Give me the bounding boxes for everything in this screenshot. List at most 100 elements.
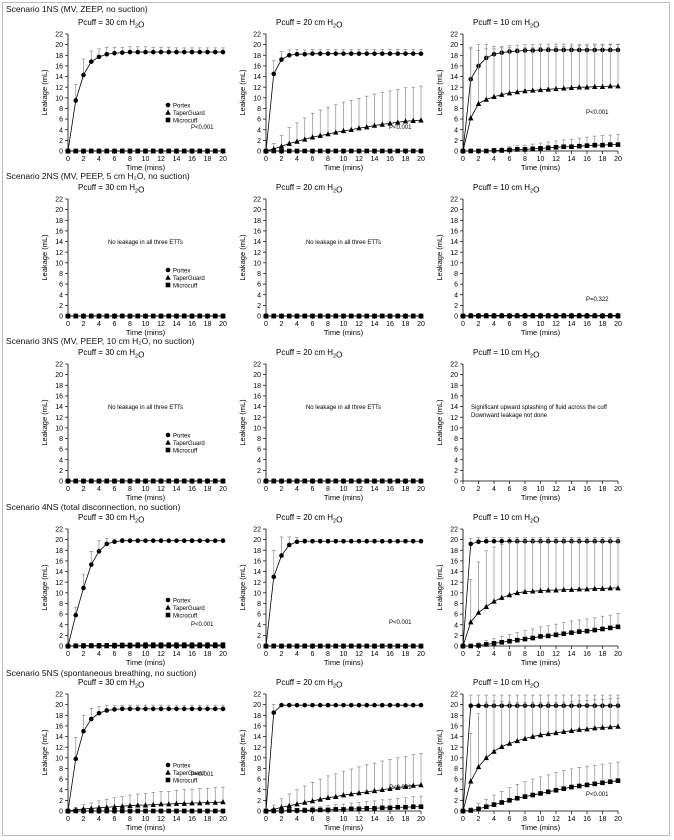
series-microcuff	[65, 313, 226, 319]
title-part: O	[336, 186, 342, 195]
x-tick-label: 16	[188, 486, 196, 493]
data-point	[402, 118, 409, 124]
data-point	[387, 643, 393, 649]
y-tick-label: 18	[450, 548, 458, 555]
panel-r5-c2: 0 2 4 6 8 10 12 14 16 18 20 22 0 2 4 6 8 10 12 14 16 18 20 Time…	[238, 678, 425, 832]
data-point	[174, 313, 179, 319]
x-tick-label: 18	[402, 816, 410, 823]
x-tick-label: 4	[295, 156, 299, 163]
y-tick-label: 0	[59, 644, 63, 651]
title-part: Pcuff = 30 cm H	[78, 678, 135, 687]
data-point	[150, 642, 156, 648]
y-tick-label: 0	[59, 479, 63, 486]
data-point	[286, 148, 292, 154]
y-axis-label: Leakage (mL)	[435, 564, 444, 611]
data-point	[569, 784, 574, 790]
data-point	[181, 49, 187, 55]
x-axis-label: Time (mins)	[126, 658, 166, 667]
data-point	[348, 643, 354, 649]
y-tick-label: 18	[55, 53, 63, 60]
data-point	[212, 799, 218, 805]
data-point	[197, 706, 203, 712]
data-point	[310, 702, 315, 708]
data-point	[135, 808, 141, 814]
y-tick-label: 2	[59, 633, 63, 640]
x-tick-label: 10	[537, 321, 545, 328]
x-tick-label: 2	[82, 816, 86, 823]
data-point	[212, 706, 218, 712]
data-point	[310, 313, 315, 319]
data-point	[150, 478, 156, 484]
y-tick-label: 6	[59, 447, 63, 454]
x-tick-label: 6	[508, 651, 512, 658]
data-point	[584, 586, 590, 592]
data-point	[538, 146, 543, 151]
data-point	[530, 313, 536, 319]
data-point	[302, 799, 308, 805]
data-point	[561, 631, 567, 637]
y-tick-label: 12	[55, 580, 63, 587]
data-point	[364, 51, 370, 56]
y-tick-label: 22	[253, 197, 261, 204]
x-tick-label: 14	[568, 486, 576, 493]
y-tick-label: 6	[59, 777, 63, 784]
panel-r4-c3: 0 2 4 6 8 10 12 14 16 18 20 22 0 2 4 6 8 10 12 14 16 18 20 Time…	[435, 513, 622, 667]
data-point	[286, 542, 292, 548]
y-tick-label: 2	[257, 468, 261, 475]
data-point	[220, 478, 226, 484]
y-tick-label: 14	[253, 734, 261, 741]
x-tick-label: 8	[523, 321, 527, 328]
data-point	[119, 538, 125, 543]
title-part: Pcuff = 30 cm H	[78, 348, 135, 357]
data-point	[317, 796, 323, 802]
data-point	[607, 724, 613, 730]
x-tick-label: 2	[82, 156, 86, 163]
x-tick-label: 8	[326, 156, 330, 163]
panel-title: Pcuff = 30 cm H2O	[78, 678, 144, 690]
x-tick-label: 12	[157, 816, 165, 823]
data-point	[537, 587, 544, 593]
data-point	[181, 642, 187, 648]
data-point	[143, 538, 148, 543]
x-tick-label: 4	[295, 651, 299, 658]
y-tick-label: 22	[253, 32, 261, 39]
y-axis-label: Leakage (mL)	[238, 729, 247, 776]
data-point	[158, 801, 164, 807]
x-tick-label: 2	[477, 816, 481, 823]
x-axis-label: Time (mins)	[324, 163, 364, 172]
series-microcuff	[460, 313, 621, 319]
data-point	[379, 805, 385, 811]
data-point	[561, 313, 567, 319]
y-tick-label: 4	[257, 292, 261, 299]
data-point	[302, 538, 308, 544]
data-point	[127, 706, 133, 712]
legend-label: TaperGuard	[173, 441, 205, 447]
y-tick-label: 14	[253, 404, 261, 411]
data-point	[483, 538, 489, 544]
data-point	[538, 634, 543, 639]
data-point	[522, 794, 528, 799]
data-point	[491, 641, 497, 646]
data-point	[569, 144, 574, 150]
data-point	[395, 148, 401, 154]
data-point	[410, 148, 416, 154]
data-point	[607, 313, 613, 319]
x-tick-label: 18	[204, 156, 212, 163]
data-point	[96, 54, 102, 60]
data-point	[530, 588, 536, 594]
data-point	[372, 643, 377, 649]
data-point	[174, 642, 179, 648]
y-axis-label: Leakage (mL)	[238, 69, 247, 116]
title-subscript: 2	[333, 189, 336, 195]
x-tick-label: 0	[264, 156, 268, 163]
y-tick-label: 22	[450, 527, 458, 534]
y-tick-label: 8	[59, 601, 63, 608]
x-tick-label: 8	[326, 816, 330, 823]
data-point	[143, 313, 148, 319]
data-point	[205, 478, 210, 484]
y-tick-label: 2	[59, 303, 63, 310]
data-point	[615, 585, 621, 591]
data-point	[325, 702, 331, 708]
data-point	[166, 49, 172, 55]
data-point	[379, 313, 385, 319]
